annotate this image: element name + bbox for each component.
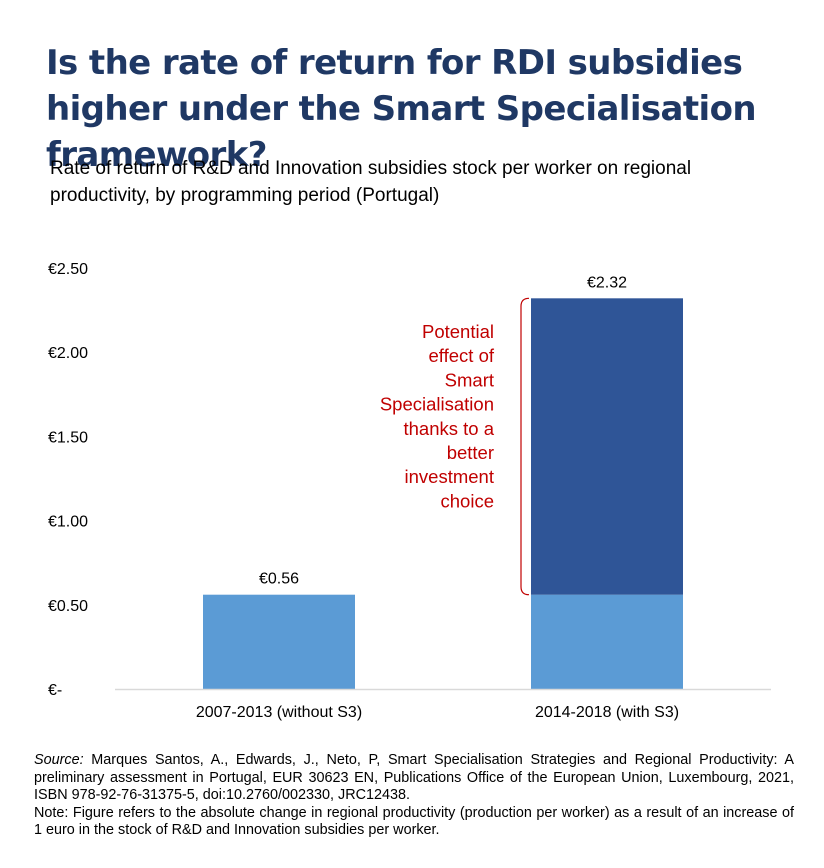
bar-chart: €- €0.50 €1.00 €1.50 €2.00 €2.50 €0.56 2007-201… <box>48 261 771 721</box>
y-tick-label: €2.50 <box>48 261 88 278</box>
data-label: €0.56 <box>259 571 299 588</box>
source-label: Source: <box>34 752 84 768</box>
annotation-line: Specialisation <box>380 394 494 415</box>
annotation-bracket <box>520 297 530 596</box>
annotation-line: investment <box>405 466 494 487</box>
source-text: Marques Santos, A., Edwards, J., Neto, P… <box>34 752 794 804</box>
x-tick-label: 2007-2013 (without S3) <box>196 704 362 721</box>
annotation-line: effect of <box>429 345 495 366</box>
figure-note: Note: Figure refers to the absolute chan… <box>34 804 794 839</box>
annotation-text: Potential effect of Smart Specialisation tha… <box>380 321 495 511</box>
y-tick-label: €- <box>48 682 62 699</box>
y-tick-label: €2.00 <box>48 345 88 362</box>
data-label: €2.32 <box>587 274 627 291</box>
bar-base-0 <box>203 594 355 689</box>
annotation-line: better <box>447 442 494 463</box>
y-tick-label: €0.50 <box>48 598 88 615</box>
y-tick-label: €1.00 <box>48 514 88 531</box>
annotation-line: Smart <box>445 369 494 390</box>
annotation-line: choice <box>441 490 494 511</box>
bar-base-1 <box>531 594 683 689</box>
source-note: Source: Marques Santos, A., Edwards, J.,… <box>34 752 794 805</box>
chart-footer: Source: Marques Santos, A., Edwards, J.,… <box>34 752 794 840</box>
bar-s3-effect-1 <box>531 298 683 595</box>
chart-title: Is the rate of return for RDI subsidies … <box>46 43 757 175</box>
annotation-line: Potential <box>422 321 494 342</box>
chart-subtitle: Rate of return of R&D and Innovation sub… <box>50 158 692 206</box>
annotation-line: thanks to a <box>403 418 494 439</box>
x-tick-label: 2014-2018 (with S3) <box>535 704 679 721</box>
y-tick-label: €1.50 <box>48 429 88 446</box>
